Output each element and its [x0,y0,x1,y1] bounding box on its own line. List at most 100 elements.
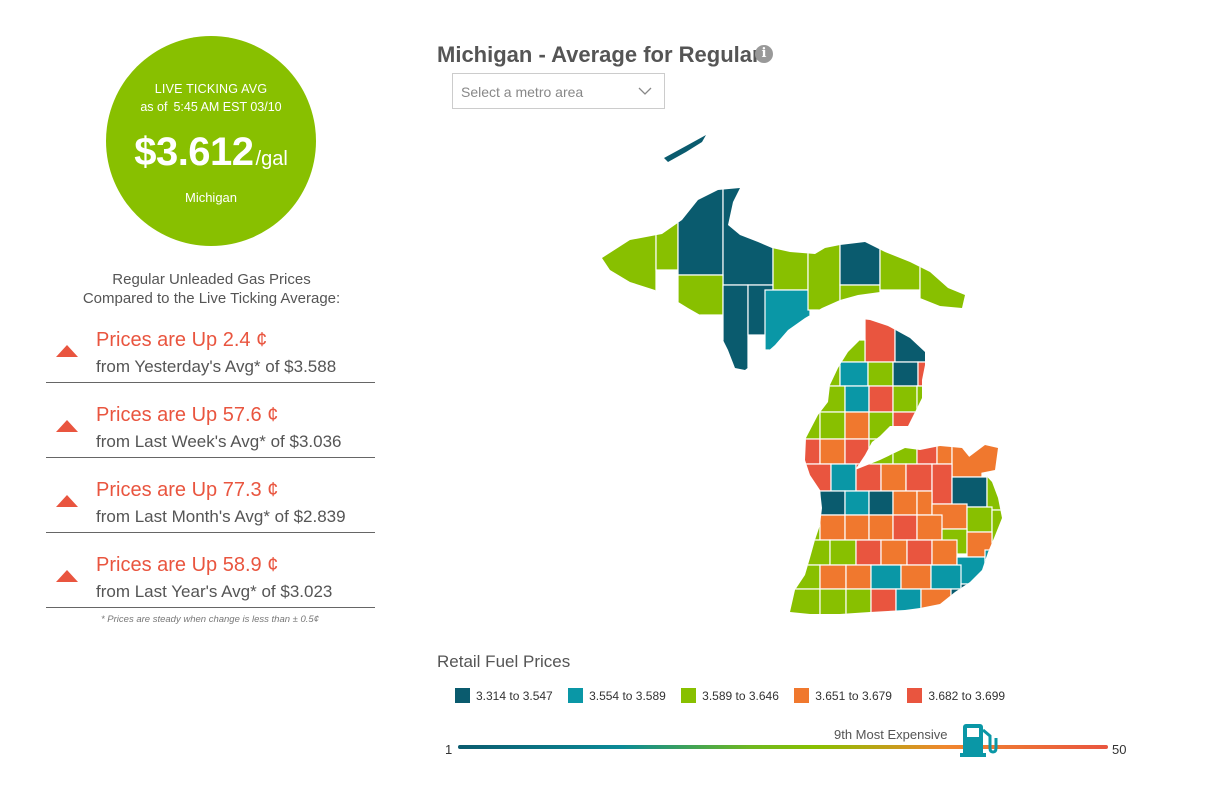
map-county[interactable] [919,259,970,311]
map-county[interactable] [966,506,993,533]
map-county[interactable] [764,289,811,351]
map-county[interactable] [844,514,870,541]
map-county[interactable] [894,316,936,363]
map-county[interactable] [931,539,958,566]
metro-placeholder: Select a metro area [461,84,584,100]
map-county[interactable] [868,438,894,465]
map-county[interactable] [984,549,1005,585]
map-county[interactable] [868,411,894,440]
map-county[interactable] [839,361,869,387]
map-county[interactable] [772,239,809,291]
map-county[interactable] [839,339,866,363]
map-county[interactable] [844,385,870,413]
map-county[interactable] [936,438,953,465]
map-county[interactable] [794,490,821,516]
map-county[interactable] [868,514,894,541]
live-average-badge: LIVE TICKING AVG as of 5:45 AM EST 03/10 … [106,36,316,246]
map-county[interactable] [722,185,774,286]
map-county[interactable] [664,135,706,162]
map-county[interactable] [819,385,846,413]
map-county[interactable] [870,564,902,590]
map-county[interactable] [867,361,894,387]
map-county[interactable] [790,564,821,590]
legend-swatch [455,688,470,704]
map-county[interactable] [794,539,831,566]
map-county[interactable] [900,564,932,590]
map-county[interactable] [905,463,933,492]
map-county[interactable] [916,385,948,413]
map-county[interactable] [829,539,857,566]
map-county[interactable] [855,463,882,492]
map-county[interactable] [839,284,881,316]
price-change-text: Prices are Up 57.6 ¢ [96,404,279,426]
map-county[interactable] [794,514,821,541]
map-county[interactable] [844,490,870,516]
map-county[interactable] [880,463,907,492]
map-county[interactable] [965,445,998,475]
compare-title: Regular Unleaded Gas Prices Compared to … [34,270,389,308]
map-county[interactable] [892,490,918,516]
map-county[interactable] [590,219,657,301]
map-county[interactable] [814,361,841,387]
info-icon[interactable]: i [755,45,773,63]
footnote: * Prices are steady when change is less … [100,614,320,625]
map-county[interactable] [845,588,872,617]
map-county[interactable] [830,463,857,492]
map-county[interactable] [879,239,921,291]
map-county[interactable] [844,438,870,465]
price-change-row-last-week: Prices are Up 57.6 ¢ from Last Week's Av… [46,400,375,458]
metro-area-select[interactable]: Select a metro area [452,73,665,109]
map-county[interactable] [819,514,846,541]
map-county[interactable] [986,469,1012,511]
map-county[interactable] [794,385,821,413]
map-county[interactable] [892,438,918,465]
map-county[interactable] [868,385,894,413]
map-county[interactable] [895,588,922,617]
map-county[interactable] [864,316,896,363]
map-county[interactable] [960,583,1002,614]
map-county[interactable] [892,411,918,440]
map-county[interactable] [916,438,938,465]
map-county[interactable] [917,361,949,387]
map-county[interactable] [966,531,993,558]
map-county[interactable] [892,385,918,413]
map-county[interactable] [807,239,841,311]
map-county[interactable] [991,509,1012,551]
map-county[interactable] [920,588,952,617]
map-county[interactable] [819,588,847,617]
map-county[interactable] [930,564,962,590]
map-county[interactable] [950,588,964,617]
map-title: Michigan - Average for Regular [437,42,761,67]
map-county[interactable] [868,490,894,516]
retail-fuel-prices-title: Retail Fuel Prices [437,652,571,671]
map-county[interactable] [931,463,953,505]
map-county[interactable] [722,284,749,375]
map-county[interactable] [951,476,988,508]
map-county[interactable] [819,438,846,465]
map-county[interactable] [839,234,881,286]
map-county[interactable] [916,490,933,516]
map-county[interactable] [794,438,821,465]
map-county[interactable] [819,411,846,440]
map-county[interactable] [916,514,943,541]
map-county[interactable] [880,539,908,566]
map-county[interactable] [892,514,918,541]
map-county[interactable] [677,185,724,276]
price-change-row-last-month: Prices are Up 77.3 ¢ from Last Month's A… [46,475,375,533]
map-county[interactable] [677,274,724,316]
map-county[interactable] [916,411,948,440]
price-change-text: Prices are Up 58.9 ¢ [96,554,279,576]
map-county[interactable] [794,411,821,440]
chevron-down-icon [638,87,652,95]
map-county[interactable] [845,564,872,590]
map-county[interactable] [844,411,870,440]
map-county[interactable] [892,361,919,387]
map-county[interactable] [794,463,832,492]
map-county[interactable] [855,539,882,566]
map-county[interactable] [819,490,846,516]
map-county[interactable] [870,588,897,617]
map-county[interactable] [655,185,679,271]
map-county[interactable] [906,539,933,566]
map-county[interactable] [819,564,847,590]
map-county[interactable] [785,588,821,617]
